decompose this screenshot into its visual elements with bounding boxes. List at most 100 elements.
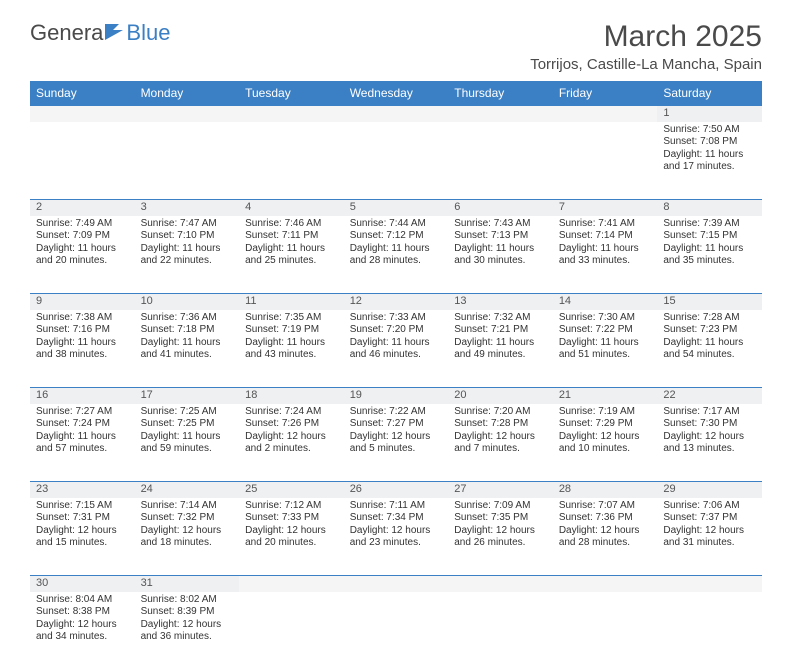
day-content-cell xyxy=(30,122,135,200)
logo-text-1: Genera xyxy=(30,20,103,46)
sunset-text: Sunset: 7:18 PM xyxy=(141,324,234,337)
day-number-cell: 31 xyxy=(135,576,240,592)
sunrise-text: Sunrise: 7:14 AM xyxy=(141,500,234,513)
day-content-cell: Sunrise: 7:14 AMSunset: 7:32 PMDaylight:… xyxy=(135,498,240,576)
sunset-text: Sunset: 7:19 PM xyxy=(245,324,338,337)
day-number-cell xyxy=(30,106,135,122)
daylight-text: Daylight: 12 hours xyxy=(245,431,338,444)
daylight-text: and 23 minutes. xyxy=(350,537,443,550)
day-content-cell: Sunrise: 7:12 AMSunset: 7:33 PMDaylight:… xyxy=(239,498,344,576)
daylight-text: and 43 minutes. xyxy=(245,349,338,362)
daylight-text: and 41 minutes. xyxy=(141,349,234,362)
day-content-row: Sunrise: 7:15 AMSunset: 7:31 PMDaylight:… xyxy=(30,498,762,576)
day-number-cell xyxy=(344,576,449,592)
title-block: March 2025 Torrijos, Castille-La Mancha,… xyxy=(530,20,762,73)
day-number-cell: 10 xyxy=(135,294,240,310)
day-content-cell: Sunrise: 7:15 AMSunset: 7:31 PMDaylight:… xyxy=(30,498,135,576)
daylight-text: and 36 minutes. xyxy=(141,631,234,644)
daylight-text: and 33 minutes. xyxy=(559,255,652,268)
sunrise-text: Sunrise: 7:39 AM xyxy=(663,218,756,231)
day-number-cell xyxy=(239,106,344,122)
day-content-cell: Sunrise: 7:38 AMSunset: 7:16 PMDaylight:… xyxy=(30,310,135,388)
day-number-cell xyxy=(344,106,449,122)
day-number-cell xyxy=(553,576,658,592)
day-content-cell xyxy=(239,592,344,670)
day-number-cell: 11 xyxy=(239,294,344,310)
daylight-text: and 35 minutes. xyxy=(663,255,756,268)
sunset-text: Sunset: 7:35 PM xyxy=(454,512,547,525)
day-content-cell: Sunrise: 7:41 AMSunset: 7:14 PMDaylight:… xyxy=(553,216,658,294)
sunset-text: Sunset: 8:38 PM xyxy=(36,606,129,619)
sunrise-text: Sunrise: 7:28 AM xyxy=(663,312,756,325)
day-content-cell: Sunrise: 7:11 AMSunset: 7:34 PMDaylight:… xyxy=(344,498,449,576)
day-content-cell: Sunrise: 7:27 AMSunset: 7:24 PMDaylight:… xyxy=(30,404,135,482)
day-number-row: 2345678 xyxy=(30,200,762,216)
sunrise-text: Sunrise: 7:09 AM xyxy=(454,500,547,513)
day-content-cell xyxy=(553,592,658,670)
sunset-text: Sunset: 7:25 PM xyxy=(141,418,234,431)
sunrise-text: Sunrise: 7:27 AM xyxy=(36,406,129,419)
day-number-cell: 5 xyxy=(344,200,449,216)
day-number-cell: 12 xyxy=(344,294,449,310)
daylight-text: and 28 minutes. xyxy=(350,255,443,268)
day-number-cell: 22 xyxy=(657,388,762,404)
day-number-cell: 30 xyxy=(30,576,135,592)
sunset-text: Sunset: 7:36 PM xyxy=(559,512,652,525)
day-number-row: 23242526272829 xyxy=(30,482,762,498)
day-content-row: Sunrise: 7:50 AMSunset: 7:08 PMDaylight:… xyxy=(30,122,762,200)
sunset-text: Sunset: 7:22 PM xyxy=(559,324,652,337)
day-number-cell: 24 xyxy=(135,482,240,498)
sunrise-text: Sunrise: 7:07 AM xyxy=(559,500,652,513)
sunrise-text: Sunrise: 7:12 AM xyxy=(245,500,338,513)
sunrise-text: Sunrise: 7:32 AM xyxy=(454,312,547,325)
day-number-row: 9101112131415 xyxy=(30,294,762,310)
day-content-cell: Sunrise: 7:22 AMSunset: 7:27 PMDaylight:… xyxy=(344,404,449,482)
day-number-cell: 29 xyxy=(657,482,762,498)
day-content-cell: Sunrise: 7:25 AMSunset: 7:25 PMDaylight:… xyxy=(135,404,240,482)
day-number-cell xyxy=(135,106,240,122)
day-content-cell: Sunrise: 7:47 AMSunset: 7:10 PMDaylight:… xyxy=(135,216,240,294)
daylight-text: and 7 minutes. xyxy=(454,443,547,456)
daylight-text: Daylight: 11 hours xyxy=(36,243,129,256)
sunset-text: Sunset: 7:26 PM xyxy=(245,418,338,431)
daylight-text: and 13 minutes. xyxy=(663,443,756,456)
day-number-cell: 1 xyxy=(657,106,762,122)
weekday-header: Friday xyxy=(553,81,658,106)
day-number-cell: 2 xyxy=(30,200,135,216)
sunrise-text: Sunrise: 7:36 AM xyxy=(141,312,234,325)
daylight-text: and 28 minutes. xyxy=(559,537,652,550)
sunset-text: Sunset: 7:21 PM xyxy=(454,324,547,337)
daylight-text: Daylight: 12 hours xyxy=(454,525,547,538)
daylight-text: Daylight: 12 hours xyxy=(141,619,234,632)
daylight-text: and 22 minutes. xyxy=(141,255,234,268)
day-content-cell: Sunrise: 7:33 AMSunset: 7:20 PMDaylight:… xyxy=(344,310,449,388)
daylight-text: Daylight: 12 hours xyxy=(663,431,756,444)
sunrise-text: Sunrise: 7:19 AM xyxy=(559,406,652,419)
day-content-cell xyxy=(239,122,344,200)
sunset-text: Sunset: 7:37 PM xyxy=(663,512,756,525)
daylight-text: and 49 minutes. xyxy=(454,349,547,362)
daylight-text: and 17 minutes. xyxy=(663,161,756,174)
daylight-text: Daylight: 11 hours xyxy=(663,337,756,350)
sunset-text: Sunset: 7:16 PM xyxy=(36,324,129,337)
day-number-cell: 15 xyxy=(657,294,762,310)
sunset-text: Sunset: 7:08 PM xyxy=(663,136,756,149)
daylight-text: Daylight: 11 hours xyxy=(454,337,547,350)
day-number-cell: 27 xyxy=(448,482,553,498)
day-content-cell: Sunrise: 7:43 AMSunset: 7:13 PMDaylight:… xyxy=(448,216,553,294)
daylight-text: Daylight: 11 hours xyxy=(245,337,338,350)
daylight-text: and 57 minutes. xyxy=(36,443,129,456)
daylight-text: Daylight: 12 hours xyxy=(141,525,234,538)
day-content-cell: Sunrise: 7:19 AMSunset: 7:29 PMDaylight:… xyxy=(553,404,658,482)
day-number-cell: 19 xyxy=(344,388,449,404)
daylight-text: and 38 minutes. xyxy=(36,349,129,362)
daylight-text: Daylight: 11 hours xyxy=(559,337,652,350)
daylight-text: and 20 minutes. xyxy=(36,255,129,268)
daylight-text: and 10 minutes. xyxy=(559,443,652,456)
day-content-cell: Sunrise: 7:35 AMSunset: 7:19 PMDaylight:… xyxy=(239,310,344,388)
daylight-text: Daylight: 11 hours xyxy=(559,243,652,256)
day-number-cell: 13 xyxy=(448,294,553,310)
day-content-cell: Sunrise: 7:20 AMSunset: 7:28 PMDaylight:… xyxy=(448,404,553,482)
day-number-cell xyxy=(448,106,553,122)
day-content-cell: Sunrise: 7:46 AMSunset: 7:11 PMDaylight:… xyxy=(239,216,344,294)
